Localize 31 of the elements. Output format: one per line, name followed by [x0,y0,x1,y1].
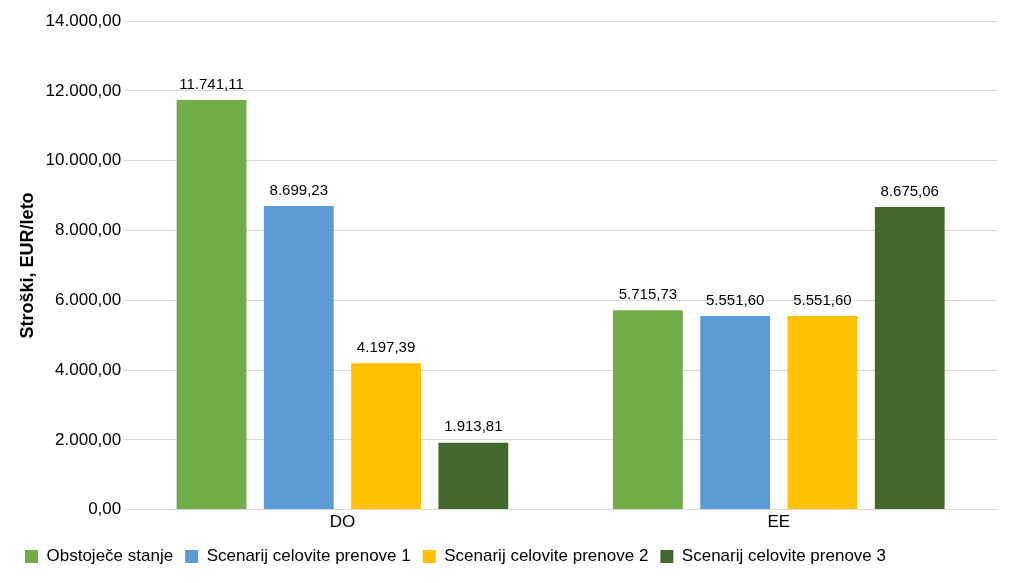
bar [874,206,945,510]
data-label: 5.551,60 [793,290,852,308]
y-tick-label: 4.000,00 [55,359,122,379]
bar [263,206,334,510]
data-label: 1.913,81 [444,417,503,435]
y-tick-label: 6.000,00 [55,289,122,309]
bar [612,310,683,510]
data-label: 8.699,23 [269,180,328,198]
bar [351,363,421,510]
data-label: 5.551,60 [705,290,765,308]
bar [700,315,771,510]
y-axis-title: Stroški, EUR/leto [16,192,37,339]
x-tick-label: DO [329,512,356,532]
y-tick-label: 8.000,00 [55,220,122,240]
bar [787,315,858,510]
y-tick-label: 10.000,00 [45,150,122,170]
y-tick-label: 12.000,00 [45,80,122,100]
y-tick-label: 0,00 [88,499,122,519]
data-label: 8.675,06 [880,181,939,199]
data-label: 4.197,39 [356,337,416,355]
x-tick-label: EE [767,512,791,532]
y-tick-label: 14.000,00 [45,10,122,30]
data-label: 5.715,73 [618,284,678,302]
legend-label: Scenarij celovite prenove 2 [444,546,649,566]
legend-label: Scenarij celovite prenove 1 [206,546,411,566]
y-tick-label: 2.000,00 [55,429,122,449]
legend-label: Scenarij celovite prenove 3 [681,546,886,566]
legend-label: Obstoječe stanje [46,546,174,566]
bar [176,100,247,510]
data-label: 11.741,11 [179,74,244,92]
bar [438,442,509,510]
